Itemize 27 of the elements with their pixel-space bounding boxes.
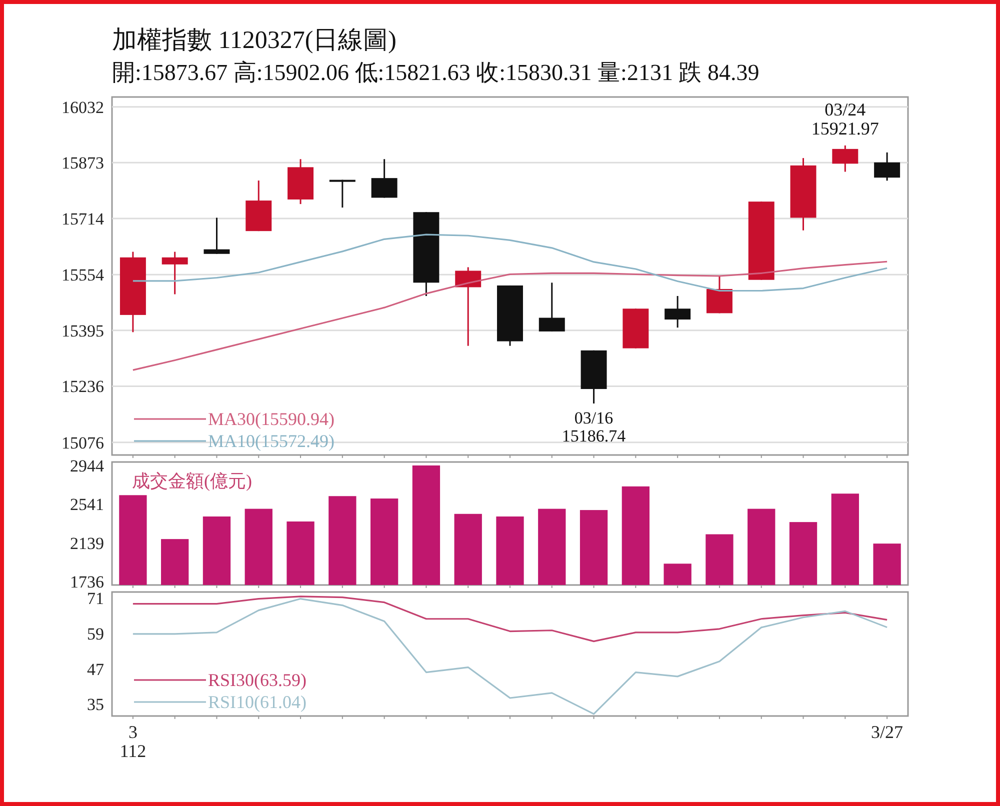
y-tick-label: 15873 (62, 154, 104, 173)
x-tick-label: 3/27 (871, 722, 904, 742)
legend-label: MA10(15572.49) (208, 431, 334, 451)
legend-label: RSI10(61.04) (208, 692, 307, 712)
legend-label: MA30(15590.94) (208, 409, 334, 429)
y-tick-label: 59 (87, 624, 104, 644)
y-tick-label: 16032 (62, 98, 104, 117)
y-tick-label: 15076 (62, 433, 104, 452)
x-tick-label: 3 112 (120, 722, 146, 761)
y-tick-label: 2944 (70, 456, 104, 476)
annotation: 03/16 15186.74 (562, 408, 626, 446)
y-tick-label: 47 (87, 660, 104, 679)
legend-label: RSI30(63.59) (208, 670, 307, 690)
y-tick-label: 2139 (70, 534, 104, 553)
y-tick-label: 15714 (62, 209, 104, 228)
y-tick-label: 15554 (62, 266, 104, 285)
y-tick-label: 2541 (70, 495, 104, 514)
candlestick (162, 251, 188, 295)
text: 成交金額(億元) (132, 471, 252, 491)
y-tick-label: 15236 (62, 377, 104, 396)
candlestick (329, 179, 356, 208)
candlestick (204, 216, 230, 255)
chart-subtitle: 開:15873.67 高:15902.06 低:15821.63 收:15830.31 量:2131 跌 84.39 (112, 60, 760, 85)
y-tick-label: 35 (87, 695, 104, 714)
annotation: 03/24 15921.97 (811, 99, 879, 138)
y-tick-label: 15395 (62, 321, 104, 340)
chart-title: 加權指數 1120327(日線圖) (112, 27, 396, 54)
